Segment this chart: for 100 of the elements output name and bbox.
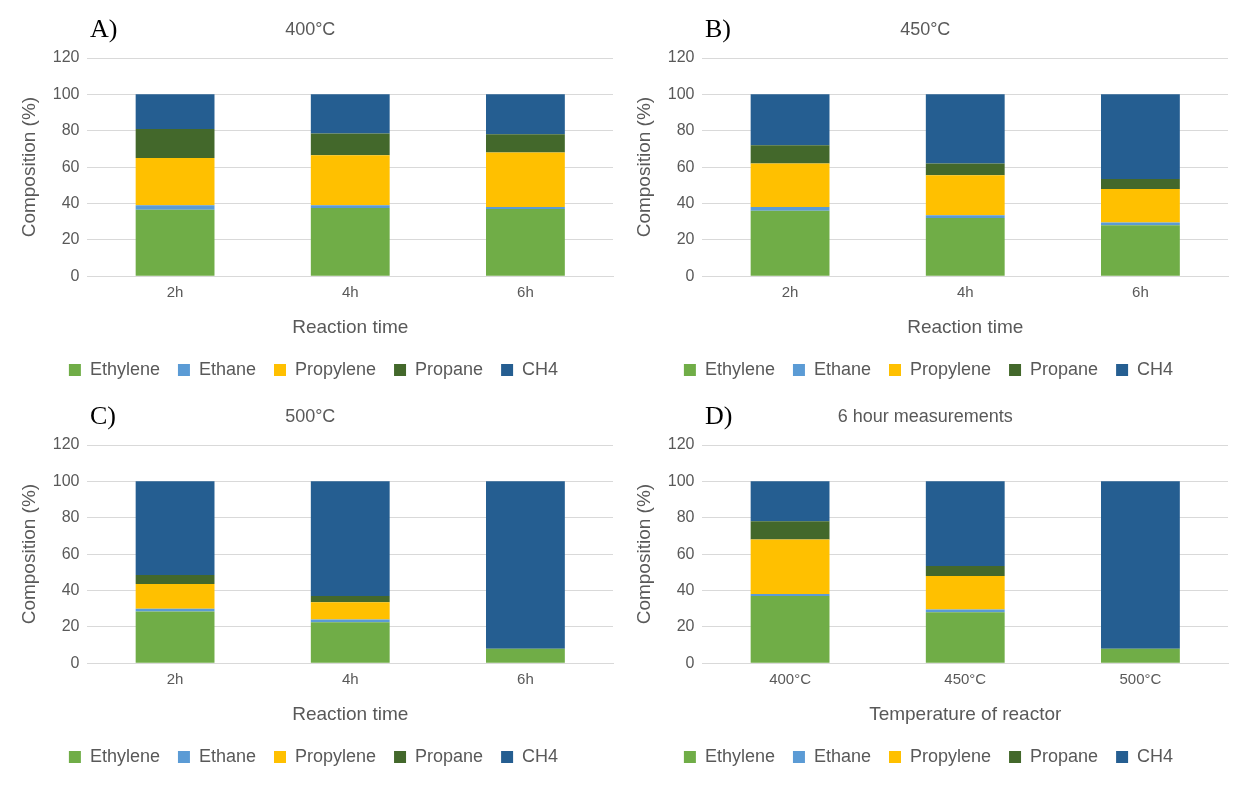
bar bbox=[310, 622, 390, 663]
y-tick-label: 40 bbox=[61, 580, 80, 598]
bar bbox=[1101, 94, 1180, 179]
text: A) bbox=[90, 14, 118, 44]
bar bbox=[1101, 481, 1180, 649]
bar bbox=[135, 94, 215, 129]
y-tick-label: 20 bbox=[676, 617, 695, 635]
legend-label: Propylene bbox=[294, 358, 377, 379]
bar bbox=[486, 208, 565, 276]
legend-label: Ethylene bbox=[89, 358, 160, 379]
y-tick-label: 20 bbox=[61, 230, 80, 248]
bar bbox=[1101, 178, 1180, 189]
y-tick-label: 40 bbox=[61, 193, 80, 211]
bar bbox=[135, 128, 215, 159]
x-tick-label: 2h bbox=[781, 283, 799, 301]
legend-label: CH4 bbox=[1137, 745, 1174, 766]
y-tick-label: 0 bbox=[685, 653, 695, 671]
bar bbox=[310, 155, 390, 206]
chart-title: 500°C bbox=[285, 405, 336, 426]
y-tick-label: 100 bbox=[667, 84, 695, 102]
x-tick-label: 2h bbox=[166, 283, 184, 301]
legend-label: Propane bbox=[415, 358, 484, 379]
bar bbox=[925, 565, 1005, 576]
y-tick-label: 60 bbox=[61, 544, 80, 562]
y-tick-label: 60 bbox=[676, 157, 695, 175]
legend-label: Ethane bbox=[813, 358, 871, 379]
bar bbox=[135, 209, 215, 276]
bar bbox=[750, 94, 830, 146]
y-tick-label: 120 bbox=[52, 435, 80, 453]
legend-label: Ethylene bbox=[89, 745, 160, 766]
bar bbox=[486, 94, 565, 135]
x-axis-title: Reaction time bbox=[907, 315, 1024, 337]
bar bbox=[750, 539, 830, 595]
x-tick-label: 4h bbox=[956, 283, 974, 301]
legend-label: Propane bbox=[1030, 358, 1099, 379]
x-tick-label: 6h bbox=[517, 670, 534, 688]
legend-label: Propane bbox=[1030, 745, 1099, 766]
legend-label: Ethylene bbox=[704, 745, 775, 766]
y-tick-label: 0 bbox=[685, 266, 695, 284]
x-axis-title: Reaction time bbox=[292, 315, 409, 337]
bar bbox=[925, 215, 1005, 219]
chart-title: 450°C bbox=[900, 18, 951, 39]
bar bbox=[750, 207, 830, 211]
bar bbox=[925, 612, 1005, 663]
bar bbox=[925, 575, 1005, 610]
y-tick-label: 60 bbox=[61, 157, 80, 175]
y-axis-title: Composition (%) bbox=[632, 483, 654, 625]
bar bbox=[310, 602, 390, 620]
legend-label: Ethylene bbox=[704, 358, 775, 379]
x-tick-label: 400°C bbox=[769, 670, 812, 688]
bar bbox=[310, 481, 390, 596]
bar bbox=[310, 208, 390, 276]
x-tick-label: 450°C bbox=[944, 670, 987, 688]
y-tick-label: 80 bbox=[676, 508, 695, 526]
y-tick-label: 60 bbox=[676, 544, 695, 562]
legend-label: CH4 bbox=[1137, 358, 1174, 379]
legend-label: Propane bbox=[415, 745, 484, 766]
bar bbox=[135, 584, 215, 609]
y-tick-label: 40 bbox=[676, 193, 695, 211]
legend-label: Propylene bbox=[909, 358, 992, 379]
x-tick-label: 500°C bbox=[1119, 670, 1162, 688]
bar bbox=[750, 481, 830, 522]
bar bbox=[310, 94, 390, 134]
y-tick-label: 80 bbox=[61, 121, 80, 139]
bar bbox=[925, 163, 1005, 176]
bar bbox=[486, 648, 565, 663]
y-tick-label: 120 bbox=[52, 48, 80, 66]
y-tick-label: 100 bbox=[667, 471, 695, 489]
bar bbox=[135, 481, 215, 576]
x-tick-label: 2h bbox=[166, 670, 184, 688]
chart-title: 400°C bbox=[285, 18, 336, 39]
bar bbox=[925, 218, 1005, 276]
y-tick-label: 80 bbox=[676, 121, 695, 139]
bar bbox=[925, 175, 1005, 216]
y-axis-title: Composition (%) bbox=[632, 96, 654, 238]
x-tick-label: 6h bbox=[517, 283, 534, 301]
y-axis-title: Composition (%) bbox=[17, 96, 39, 238]
bar bbox=[750, 210, 830, 276]
text: B) bbox=[705, 14, 731, 44]
legend-label: CH4 bbox=[522, 745, 559, 766]
y-tick-label: 40 bbox=[676, 580, 695, 598]
bar bbox=[1101, 225, 1180, 276]
y-tick-label: 20 bbox=[676, 230, 695, 248]
legend-label: Ethane bbox=[198, 745, 256, 766]
legend-label: Propylene bbox=[909, 745, 992, 766]
bar bbox=[925, 94, 1005, 164]
y-axis-title: Composition (%) bbox=[17, 483, 39, 625]
bar bbox=[310, 133, 390, 156]
y-tick-label: 120 bbox=[667, 48, 695, 66]
bar bbox=[750, 595, 830, 663]
bar bbox=[486, 152, 565, 208]
x-tick-label: 6h bbox=[1132, 283, 1149, 301]
bar bbox=[486, 134, 565, 153]
y-tick-label: 20 bbox=[61, 617, 80, 635]
bar bbox=[486, 481, 565, 649]
bar bbox=[310, 205, 390, 209]
y-tick-label: 80 bbox=[61, 508, 80, 526]
x-tick-label: 4h bbox=[341, 670, 359, 688]
bar bbox=[135, 158, 215, 206]
y-tick-label: 100 bbox=[52, 84, 80, 102]
